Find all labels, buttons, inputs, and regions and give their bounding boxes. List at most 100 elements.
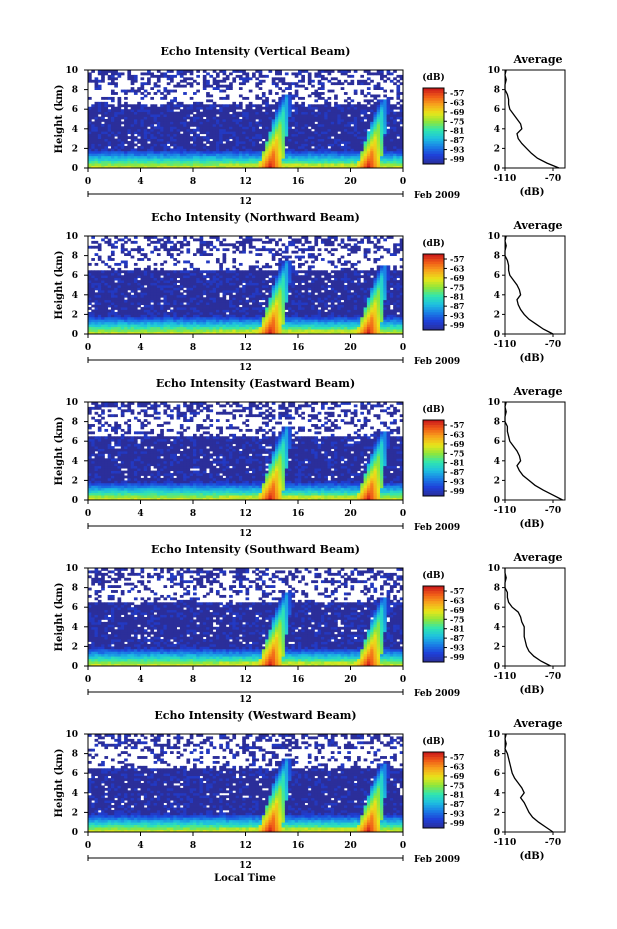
heatmap-cell: [114, 119, 118, 122]
heatmap-cell: [140, 280, 145, 283]
heatmap-cell: [238, 289, 243, 293]
heatmap-cell: [340, 155, 345, 159]
heatmap-cell: [179, 104, 184, 108]
heatmap-cell: [225, 160, 230, 164]
heatmap-cell: [281, 77, 286, 81]
heatmap-cell: [202, 289, 207, 293]
heatmap-cell: [340, 133, 345, 137]
heatmap-cell: [301, 119, 305, 122]
heatmap-cell: [160, 331, 164, 335]
heatmap-cell: [133, 267, 138, 271]
heatmap-cell: [137, 319, 141, 323]
heatmap-cell: [225, 141, 230, 144]
heatmap-cell: [193, 307, 197, 310]
heatmap-cell: [189, 329, 194, 332]
heatmap-cell: [179, 272, 184, 276]
heatmap-cell: [117, 294, 122, 298]
heatmap-cell: [232, 258, 237, 261]
heatmap-cell: [127, 74, 132, 78]
heatmap-cell: [114, 128, 118, 132]
heatmap-cell: [186, 106, 191, 110]
heatmap-cell: [173, 258, 177, 261]
heatmap-cell: [156, 309, 161, 313]
heatmap-cell: [107, 294, 112, 298]
heatmap-cell: [232, 158, 237, 162]
heatmap-cell: [179, 79, 184, 83]
heatmap-cell: [147, 145, 151, 149]
heatmap-cell: [261, 94, 266, 98]
heatmap-cell: [265, 148, 269, 152]
heatmap-cell: [235, 114, 240, 117]
heatmap-cell: [94, 131, 99, 135]
heatmap-cell: [242, 248, 246, 252]
heatmap-cell: [153, 324, 158, 328]
heatmap-cell: [311, 158, 315, 162]
heatmap-cell: [360, 160, 365, 164]
heatmap-cell: [340, 123, 345, 127]
heatmap-cell: [215, 292, 220, 296]
heatmap-cell: [324, 77, 328, 81]
heatmap-cell: [291, 270, 296, 274]
heatmap-cell: [298, 114, 302, 117]
heatmap-cell: [245, 150, 250, 154]
heatmap-cell: [133, 119, 138, 122]
heatmap-cell: [189, 236, 194, 239]
heatmap-cell: [320, 84, 325, 88]
heatmap-cell: [275, 72, 279, 76]
heatmap-cell: [366, 109, 371, 113]
heatmap-cell: [183, 282, 187, 286]
heatmap-cell: [110, 245, 115, 249]
heatmap-cell: [334, 123, 338, 127]
heatmap-cell: [317, 114, 322, 117]
heatmap-cell: [252, 138, 256, 142]
heatmap-cell: [288, 96, 292, 100]
heatmap-cell: [324, 148, 328, 152]
heatmap-cell: [176, 160, 181, 164]
heatmap-cell: [173, 143, 177, 147]
heatmap-cell: [137, 121, 141, 125]
heatmap-cell: [366, 123, 371, 127]
heatmap-cell: [114, 163, 118, 166]
heatmap-cell: [166, 248, 171, 252]
heatmap-cell: [183, 143, 187, 147]
heatmap-cell: [288, 155, 292, 159]
heatmap-cell: [242, 329, 246, 332]
heatmap-cell: [215, 319, 220, 323]
heatmap-cell: [189, 324, 194, 328]
heatmap-cell: [232, 329, 237, 332]
heatmap-cell: [311, 136, 315, 139]
heatmap-cell: [124, 148, 128, 152]
heatmap-cell: [97, 329, 102, 332]
heatmap-cell: [160, 141, 164, 144]
heatmap-cell: [196, 289, 200, 293]
heatmap-cell: [248, 128, 253, 132]
heatmap-cell: [153, 92, 158, 95]
heatmap-cell: [271, 294, 276, 298]
heatmap-cell: [176, 119, 181, 122]
y-tick-label: 0: [72, 164, 78, 174]
heatmap-cell: [275, 136, 279, 139]
heatmap-cell: [386, 148, 391, 152]
heatmap-cell: [94, 285, 99, 288]
day-marker-label: 12: [239, 197, 252, 207]
heatmap-cell: [176, 123, 181, 127]
heatmap-cell: [347, 96, 351, 100]
heatmap-cell: [357, 104, 361, 108]
heatmap-cell: [238, 329, 243, 332]
heatmap-cell: [91, 106, 95, 110]
heatmap-cell: [170, 150, 174, 154]
heatmap-cell: [320, 74, 325, 78]
heatmap-cell: [114, 165, 118, 169]
heatmap-cell: [298, 302, 302, 305]
heatmap-cell: [366, 138, 371, 142]
heatmap-cell: [301, 111, 305, 115]
heatmap-cell: [360, 128, 365, 132]
heatmap-cell: [110, 272, 115, 276]
heatmap-cell: [284, 136, 289, 139]
heatmap-cell: [229, 287, 233, 291]
heatmap-cell: [252, 299, 256, 303]
heatmap-cell: [202, 106, 207, 110]
heatmap-cell: [160, 109, 164, 113]
heatmap-cell: [212, 138, 217, 142]
heatmap-cell: [307, 141, 312, 144]
